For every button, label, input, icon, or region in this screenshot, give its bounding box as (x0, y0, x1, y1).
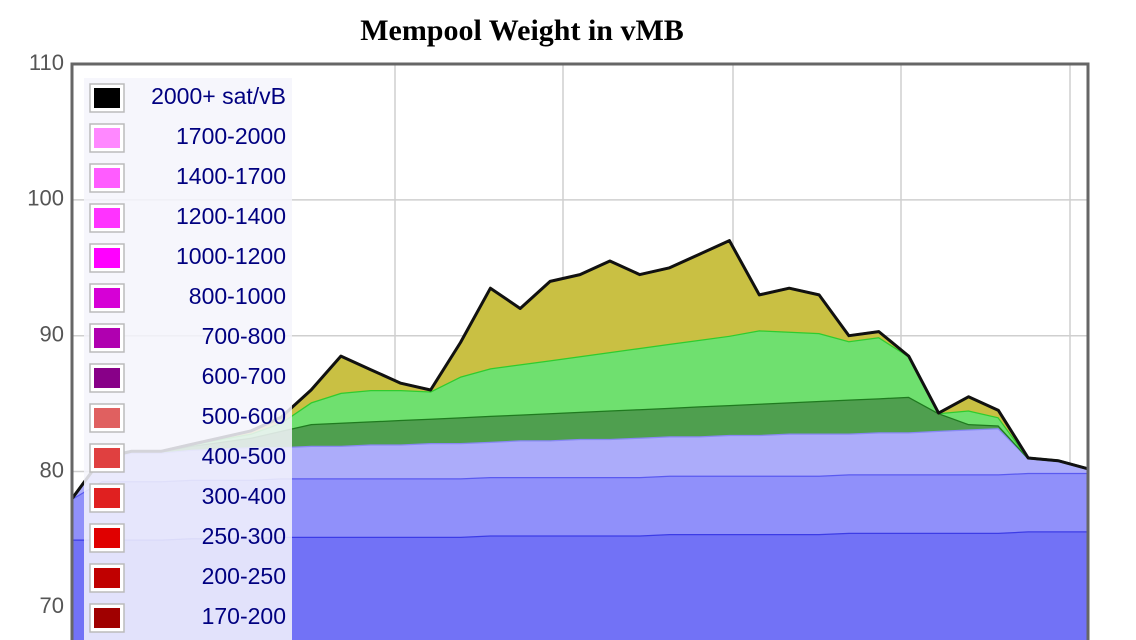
legend-label: 800-1000 (189, 283, 286, 309)
legend-swatch (94, 88, 120, 108)
legend-label: 1000-1200 (176, 243, 286, 269)
y-tick-label: 90 (40, 322, 64, 347)
area-layer (72, 472, 1088, 540)
chart-title: Mempool Weight in vMB (360, 14, 684, 47)
legend-label: 2000+ sat/vB (151, 83, 286, 109)
legend-label: 1200-1400 (176, 203, 286, 229)
legend-label: 300-400 (202, 483, 286, 509)
legend-label: 400-500 (202, 443, 286, 469)
legend-swatch (94, 568, 120, 588)
legend-swatch (94, 328, 120, 348)
legend-swatch (94, 608, 120, 628)
legend-swatch (94, 288, 120, 308)
legend-swatch (94, 448, 120, 468)
legend-swatch (94, 208, 120, 228)
frame (70, 62, 1090, 640)
legend-swatch (94, 408, 120, 428)
y-tick-label: 100 (27, 186, 64, 211)
legend: 2000+ sat/vB 1700-2000 1400-1700 1200-1400 1… (84, 78, 292, 640)
legend-label: 1400-1700 (176, 163, 286, 189)
legend-swatch (94, 528, 120, 548)
legend-label: 500-600 (202, 403, 286, 429)
legend-swatch (94, 368, 120, 388)
y-tick-label: 70 (40, 593, 64, 618)
y-tick-label: 80 (40, 457, 64, 482)
area-layer (72, 330, 1088, 499)
y-tick-label: 110 (29, 50, 64, 75)
legend-swatch (94, 128, 120, 148)
legend-label: 170-200 (202, 603, 286, 629)
areas (70, 238, 1089, 640)
legend-swatch (94, 488, 120, 508)
area-layer (72, 240, 1088, 499)
legend-label: 200-250 (202, 563, 286, 589)
area-layer (72, 531, 1088, 640)
area-layer (72, 396, 1088, 499)
legend-label: 700-800 (202, 323, 286, 349)
legend-label: 600-700 (202, 363, 286, 389)
legend-label: 1700-2000 (176, 123, 286, 149)
legend-swatch (94, 248, 120, 268)
legend-swatch (94, 168, 120, 188)
plot-frame (70, 62, 1090, 640)
legend-label: 250-300 (202, 523, 286, 549)
